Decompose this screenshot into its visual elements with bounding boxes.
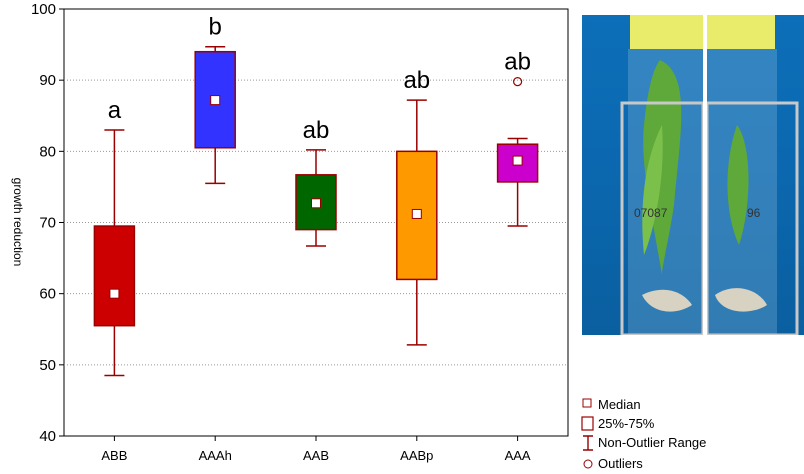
plant-photo-right: 96: [707, 15, 804, 335]
y-tick-label: 100: [31, 1, 56, 18]
tube-text-left: 07087: [634, 206, 668, 220]
significance-letter: b: [209, 14, 222, 41]
gridlines: [64, 79, 568, 366]
box-aab: ab: [295, 117, 337, 247]
significance-letter: ab: [504, 49, 531, 76]
y-axis: 40 50 60 70 80 90 100: [31, 1, 64, 445]
tube-cap-right: [707, 15, 775, 49]
plant-photo-left: 07087: [582, 15, 703, 335]
significance-letter: ab: [403, 67, 430, 94]
box-aabp: ab: [396, 67, 438, 346]
legend-median-marker: [582, 398, 592, 408]
y-tick-label: 60: [39, 286, 56, 303]
x-category-label: AAB: [303, 448, 329, 463]
rack-right: [707, 101, 799, 335]
box-aaah: b: [194, 14, 236, 185]
legend-median-text: Median: [598, 397, 641, 412]
y-tick-label: 90: [39, 72, 56, 89]
y-tick-label: 50: [39, 357, 56, 374]
legend-box-marker: [581, 416, 594, 431]
legend-range-text: Non-Outlier Range: [598, 435, 706, 450]
legend-outlier-text: Outliers: [598, 456, 643, 471]
significance-letter: ab: [303, 117, 330, 144]
leaf-right: [727, 125, 749, 245]
iqr-box: [93, 225, 136, 327]
legend-range-marker: [583, 435, 593, 451]
tube-cap-left: [630, 15, 703, 49]
roots-right: [715, 288, 767, 312]
plantlet-in-tube-right-illustration: 96: [707, 15, 799, 335]
tube-text-right: 96: [747, 206, 761, 220]
roots-left: [642, 289, 692, 312]
rack-left: [620, 101, 703, 335]
median-marker: [109, 288, 120, 299]
x-category-label: ABB: [101, 448, 127, 463]
plantlet-in-tube-left-illustration: 07087: [620, 15, 703, 335]
y-axis-label: growth reduction: [11, 178, 25, 267]
median-marker: [512, 155, 523, 166]
leaf-left-2: [642, 125, 663, 255]
y-tick-label: 70: [39, 215, 56, 232]
x-axis: ABB AAAh AAB AABp AAA: [101, 436, 531, 463]
x-category-label: AAA: [505, 448, 531, 463]
significance-letter: a: [108, 97, 122, 124]
legend-outlier-marker: [583, 459, 593, 469]
outlier-point: [512, 76, 523, 87]
y-tick-label: 40: [39, 428, 56, 445]
box-abb: a: [93, 97, 136, 377]
median-marker: [210, 95, 221, 106]
legend: Median 25%-75% Non-Outlier Range Outlier…: [581, 397, 706, 471]
median-marker: [411, 208, 422, 219]
median-marker: [311, 198, 321, 209]
x-category-label: AAAh: [199, 448, 232, 463]
y-tick-label: 80: [39, 143, 56, 160]
x-category-label: AABp: [400, 448, 433, 463]
legend-box-text: 25%-75%: [598, 416, 655, 431]
box-aaa: ab: [496, 49, 539, 227]
